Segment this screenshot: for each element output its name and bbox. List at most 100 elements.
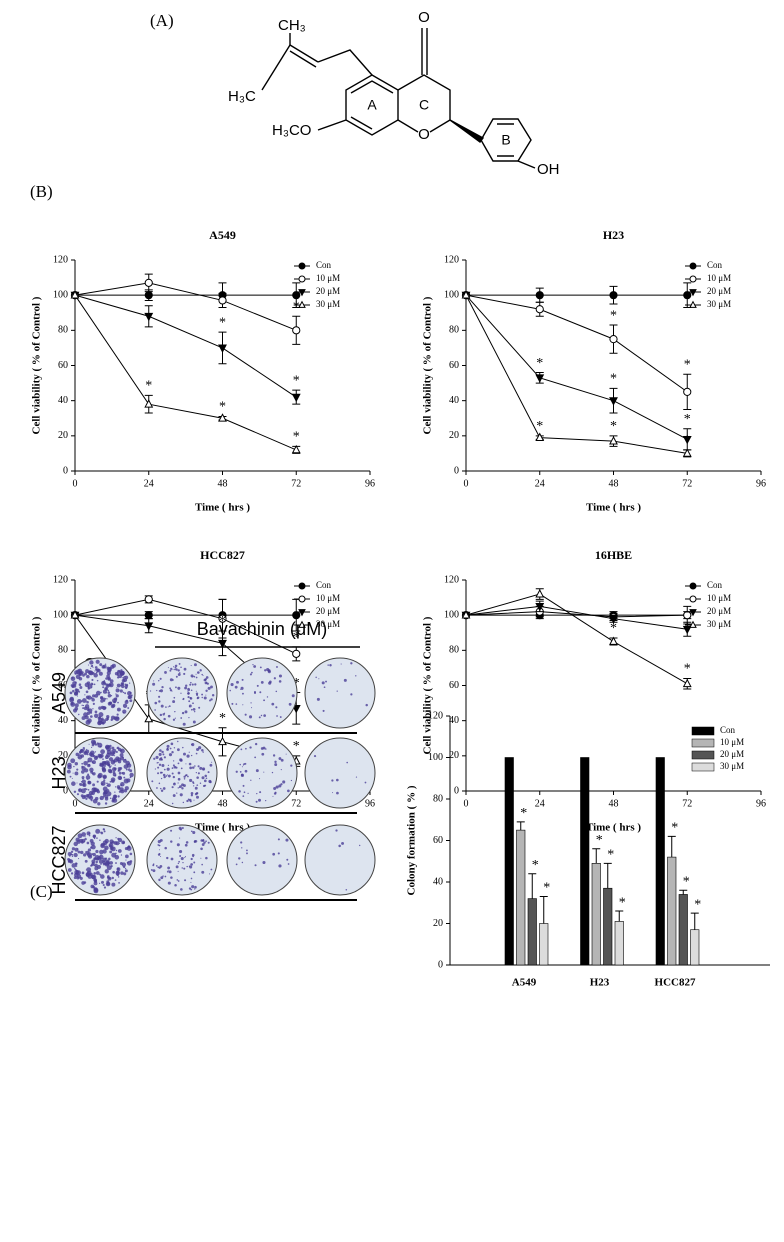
colony [81,871,85,875]
colony [229,689,232,692]
colony [235,863,238,866]
colony [184,843,188,847]
legend-label: 30 μM [316,619,340,629]
colony [106,698,108,700]
colony [158,782,161,785]
colony [239,770,242,773]
significance-mark: * [610,308,617,323]
colony [188,887,192,890]
colony [99,882,101,884]
chart-title: A549 [209,228,236,242]
x-tick-label: 48 [218,798,228,809]
colony [183,672,186,675]
legend-swatch [691,738,715,748]
colony [97,774,102,779]
colony [80,780,83,783]
colony [75,669,81,675]
significance-mark: * [293,676,300,691]
colony [70,701,74,706]
colony [168,753,173,757]
legend-marker [298,595,306,603]
colony [100,699,104,703]
colony [103,779,106,782]
colony [77,833,83,839]
colony [70,853,73,856]
colony [175,675,178,678]
colony [260,714,263,717]
colony [92,852,96,857]
legend-marker [689,582,697,590]
colony [254,692,257,695]
marker [535,602,545,612]
legend-marker [689,289,697,297]
legend-marker [298,620,306,628]
colony [78,713,80,716]
colony [186,754,190,758]
colony [100,831,102,834]
colony [187,696,190,699]
atom-label: O [418,126,430,143]
colony [105,881,111,887]
colony [187,775,189,778]
y-tick-label: 0 [454,465,459,476]
colony [177,880,180,882]
colony [259,691,262,694]
colony [196,784,199,786]
colony [76,768,79,771]
colony [201,870,205,874]
colony [87,760,90,763]
colony [111,882,116,887]
bar [504,757,514,966]
colony [86,674,90,679]
legend-marker [689,595,697,603]
colony [93,673,98,678]
colony [116,683,121,688]
legend-label: 10 μM [316,593,340,603]
colony [101,665,106,669]
marker [218,344,227,353]
colony [115,698,117,700]
bar [527,898,537,966]
y-tick-label: 20 [58,750,68,761]
colony [242,692,244,695]
colony [90,884,95,889]
colony [70,872,74,875]
colony [81,698,87,703]
colony [123,675,126,678]
colony [90,770,94,774]
colony [107,763,111,767]
legend-marker [298,582,306,590]
colony [121,684,125,689]
colony [122,841,125,844]
ring-label: A [367,97,377,113]
colony [156,787,158,789]
colony [273,787,277,791]
colony [106,782,108,785]
colony [71,855,74,858]
y-tick-label: 80 [449,325,459,336]
legend-marker [298,609,306,617]
colony [108,769,113,774]
colony [275,690,278,693]
colony [249,746,252,749]
colony [184,710,188,714]
colony [335,829,338,832]
colony [247,792,249,794]
culture-plate [226,824,298,896]
colony [154,709,156,711]
colony [124,758,127,761]
colony [94,863,98,868]
colony [196,693,199,696]
colony [162,875,164,877]
legend-swatch [691,726,715,736]
colony [95,755,99,759]
marker [144,278,153,287]
significance-mark: * [607,848,614,863]
colony [278,674,282,678]
colony [166,767,170,771]
colony [202,675,204,677]
bar [655,757,665,966]
colony [82,778,84,780]
y-tick-label: 100 [53,609,68,620]
colony [107,783,111,788]
